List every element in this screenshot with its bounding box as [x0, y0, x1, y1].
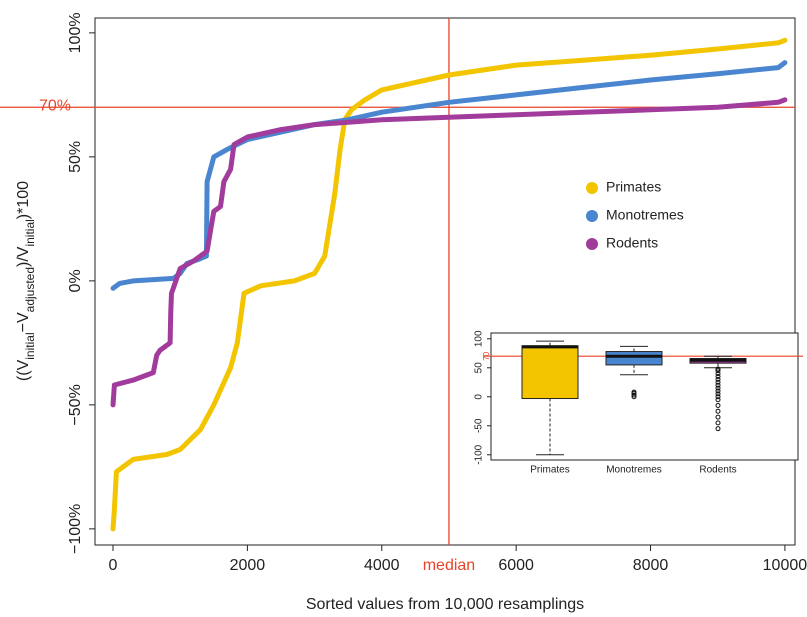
box: [605, 351, 663, 366]
y-tick-label: −100%: [67, 504, 84, 554]
x-tick-label: 8000: [633, 557, 669, 574]
y-label-part: )*100: [15, 181, 32, 219]
y-axis-label: ((Vinitial−Vadjusted)/Vinitial)*100: [15, 181, 37, 381]
legend-label: Rodents: [606, 235, 658, 251]
y-label-subscript: adjusted: [23, 267, 37, 312]
y-tick-label: -50: [474, 418, 485, 433]
y-label-part: )/V: [15, 246, 32, 267]
outlier: [715, 371, 721, 377]
outlier: [715, 385, 721, 391]
legend-label: Primates: [606, 179, 661, 195]
x-axis-label: Sorted values from 10,000 resamplings: [306, 596, 584, 613]
reference-label: 70: [482, 351, 491, 360]
outlier: [715, 388, 721, 394]
outlier: [715, 382, 721, 388]
y-label-part: −V: [15, 312, 32, 332]
x-tick-label: 0: [109, 557, 118, 574]
x-tick-label: 6000: [498, 557, 534, 574]
plot-frame: [94, 17, 796, 546]
outlier: [715, 379, 721, 385]
outlier: [715, 414, 721, 420]
outlier: [631, 389, 637, 395]
x-tick-label: 10000: [763, 557, 807, 574]
inset-chart: -100 -50 0 50 100 70 Primates Monotremes Rodents: [474, 330, 803, 476]
x-tick-label: 2000: [230, 557, 266, 574]
legend-label: Monotremes: [606, 207, 684, 223]
legend-marker: [586, 210, 598, 222]
legend-marker: [586, 182, 598, 194]
y-tick-label: 0: [474, 394, 485, 400]
y-tick-label: 0%: [67, 269, 84, 292]
y-label-subscript: initial: [23, 332, 37, 359]
outlier: [715, 402, 721, 408]
outlier: [715, 426, 721, 432]
outlier: [631, 394, 637, 400]
y-label-part: ((V: [15, 359, 32, 381]
reference-label: 70%: [39, 97, 71, 114]
series-line: [110, 37, 788, 532]
x-tick-label: Rodents: [699, 465, 736, 476]
y-tick-label: 50: [474, 362, 485, 374]
box: [521, 345, 579, 400]
outlier: [715, 391, 721, 397]
legend-marker: [586, 238, 598, 250]
outlier: [715, 420, 721, 426]
y-tick-label: −50%: [67, 384, 84, 425]
x-tick-label: 4000: [364, 557, 400, 574]
outlier: [715, 397, 721, 403]
outlier: [715, 373, 721, 379]
y-tick-label: 100: [474, 330, 485, 347]
y-tick-label: -100: [474, 444, 485, 464]
outlier: [715, 408, 721, 414]
y-tick-label: 100%: [67, 12, 84, 53]
outlier: [715, 376, 721, 382]
reference-label: median: [423, 557, 475, 574]
series-line: [110, 97, 788, 408]
y-tick-label: 50%: [67, 141, 84, 173]
x-tick-label: Monotremes: [606, 465, 662, 476]
outlier: [715, 394, 721, 400]
y-label-subscript: initial: [23, 219, 37, 246]
outlier: [631, 392, 637, 398]
x-tick-label: Primates: [530, 465, 569, 476]
outlier: [715, 368, 721, 374]
outlier: [715, 366, 721, 372]
